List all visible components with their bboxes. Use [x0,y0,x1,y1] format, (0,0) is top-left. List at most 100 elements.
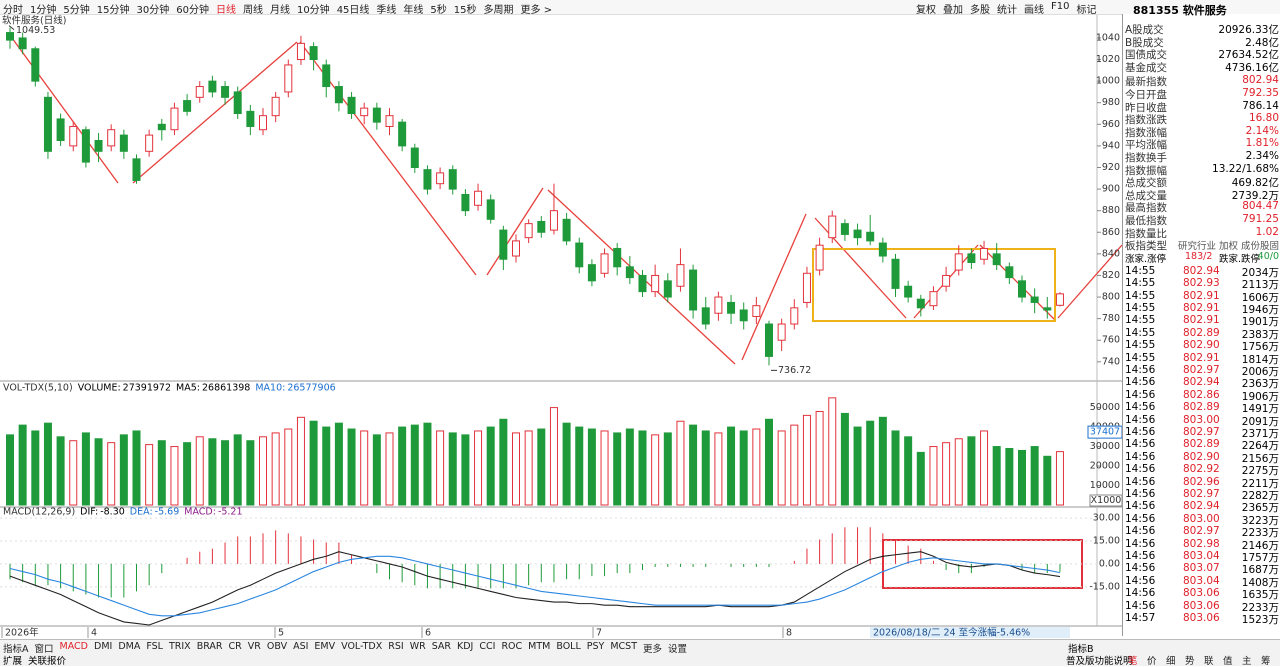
volume-bar [790,424,799,506]
row-value: 786.14 [1242,99,1279,112]
min-label: 736.72 [778,365,811,376]
toolbar-button[interactable]: 15秒 [453,5,477,16]
indicator-tab[interactable]: 设置 [668,644,688,655]
indicator-tab[interactable]: CCI [479,641,496,652]
footer-icon[interactable]: 细 [1166,656,1176,667]
toolbar-button[interactable]: 周线 [242,5,263,16]
indicator-label: 26861398 [202,383,250,394]
toolbar-button[interactable]: 复权 [916,5,936,16]
volume-bar [107,442,116,506]
volume-bar [69,440,78,506]
volume-bar [309,420,318,506]
volume-bar [474,430,483,506]
indicator-tab[interactable]: SAR [431,641,451,652]
toolbar-button[interactable]: 月线 [269,5,290,16]
tick-volume: 1946万 [1241,304,1279,316]
indicator-tab[interactable]: MTM [528,641,551,652]
indicator-label: MA5: [176,383,200,394]
indicator-tab[interactable]: 更多 [643,644,663,655]
indicator-tab[interactable]: DMA [118,641,141,652]
indicator-tab[interactable]: WR [409,641,426,652]
tick-time: 14:55 [1125,264,1156,277]
chart-area: 软件服务(日线) 740 760 780 800 820 840 860 880 900 920 9… [0,15,1122,639]
toolbar-button[interactable]: 5分钟 [63,5,90,16]
toolbar-button[interactable]: F10 [1051,1,1070,12]
toolbar-button[interactable]: 15分钟 [96,5,130,16]
tick-time: 14:56 [1125,512,1156,525]
toolbar-button[interactable]: 多周期 [483,5,514,16]
footer-icon[interactable]: 价 [1147,656,1157,667]
candle-body [499,229,508,260]
indicator-tab[interactable]: VOL-TDX [341,641,383,652]
toolbar-button[interactable]: 叠加 [943,5,963,16]
toolbar-button[interactable]: 分时 [3,5,23,16]
footer-link[interactable]: 扩展 [3,656,23,667]
indicator-tab[interactable]: OBV [266,641,288,652]
highlight-tick: 37407 [1090,427,1120,438]
toolbar-button[interactable]: 1分钟 [30,5,57,16]
volume-bar [625,428,634,506]
volume-bar [904,436,913,506]
toolbar-button[interactable]: 日线 [215,5,236,16]
indicator-tab[interactable]: 指标B [1068,644,1094,655]
candle-body [1030,296,1039,303]
tick-price: 802.90 [1183,450,1220,463]
indicator-tab[interactable]: PSY [586,641,605,652]
toolbar-button[interactable]: 年线 [403,5,424,16]
candle-body [904,285,913,298]
indicator-tab[interactable]: BOLL [556,641,581,652]
candle-body [587,264,596,282]
toolbar-button[interactable]: 标记 [1076,5,1097,16]
toolbar-button[interactable]: 45日线 [336,5,370,16]
candle-body [562,218,571,242]
candle-body [284,64,293,93]
candle-body [259,115,267,131]
footer-icon[interactable]: 筹 [1261,656,1271,667]
toolbar-button[interactable]: 5秒 [430,5,447,16]
indicator-tab[interactable]: KDJ [457,641,474,652]
volume-bar [954,438,963,506]
toolbar-button[interactable]: 统计 [997,5,1017,16]
toolbar-button[interactable]: 30分钟 [136,5,170,16]
indicator-tab[interactable]: 指标A [3,644,29,655]
footer-icon[interactable]: 势 [1185,656,1195,667]
indicator-tab[interactable]: BRAR [196,641,223,652]
candle-body [145,134,154,152]
indicator-tab[interactable]: RSI [388,641,404,652]
toolbar-button[interactable]: 更多 > [520,5,553,16]
tick-price: 802.89 [1183,401,1220,414]
indicator-label: -5.69 [155,507,180,518]
volume-bar [600,430,609,506]
toolbar-button[interactable]: 季线 [376,5,397,16]
footer-icon[interactable]: 笔 [1128,656,1138,667]
footer-icon[interactable]: 值 [1223,656,1233,667]
volume-bar [575,426,584,506]
indicator-tab[interactable]: 窗口 [34,644,54,655]
indicator-tab[interactable]: CR [228,641,242,652]
footer-icon[interactable]: 联 [1204,656,1214,667]
tick-time: 14:56 [1125,438,1156,451]
indicator-tab[interactable]: EMV [314,641,336,652]
toolbar-button[interactable]: 10分钟 [296,5,330,16]
indicator-tab[interactable]: DMI [94,641,113,652]
indicator-tab[interactable]: VR [247,641,261,652]
volume-bar [208,438,217,506]
indicator-tab[interactable]: FSL [146,641,163,652]
footer-link[interactable]: 关联报价 [28,656,67,667]
indicator-tab[interactable]: ROC [501,641,523,652]
candle-body [916,298,925,309]
volume-bar [81,432,90,506]
row-value: 20926.33亿 [1218,24,1279,36]
footer-note[interactable]: 普及版功能说明 [1066,656,1133,667]
tick-time: 14:56 [1125,450,1156,463]
indicator-tab[interactable]: TRIX [168,641,191,652]
indicator-tab[interactable]: MCST [610,641,638,652]
toolbar-button[interactable]: 画线 [1024,5,1044,16]
breadth: 跌家.跌停 [1219,253,1261,265]
toolbar-button[interactable]: 60分钟 [176,5,209,16]
indicator-tab[interactable]: MACD [59,641,88,652]
footer-icon[interactable]: 主 [1242,656,1252,667]
toolbar-button[interactable]: 多股 [970,5,990,16]
y-tick-label: 15.00 [1093,536,1120,547]
indicator-tab[interactable]: ASI [293,641,309,652]
